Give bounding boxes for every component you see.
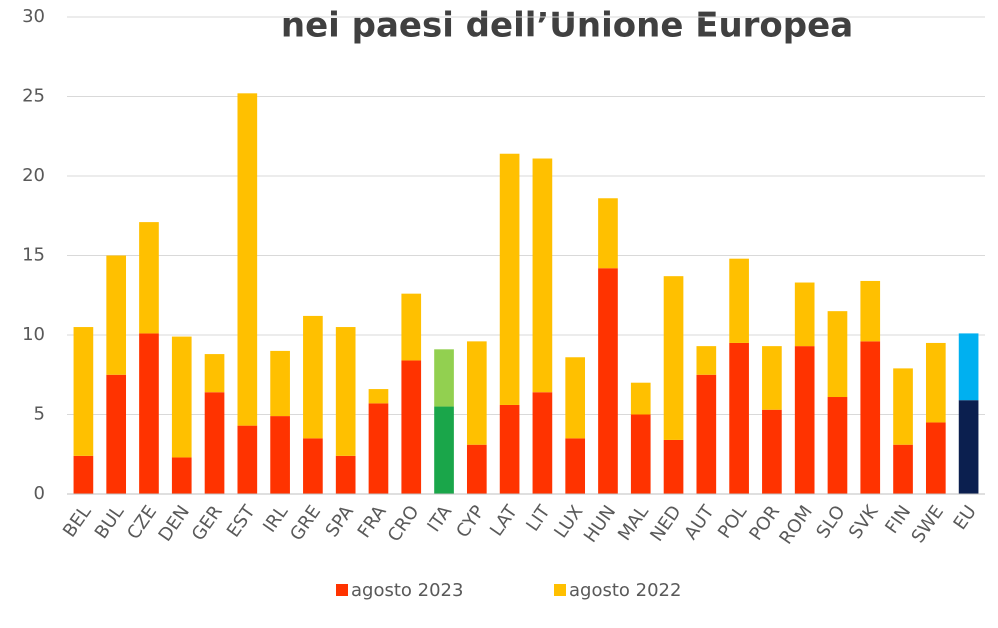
x-tick-label: SLO [812, 502, 849, 543]
bar-segment [663, 439, 684, 494]
bar-segment [696, 346, 717, 375]
bar-segment [958, 400, 979, 494]
bar-segment [106, 255, 127, 375]
x-tick-label: HUN [580, 502, 620, 547]
bar-segment [827, 311, 848, 398]
bar-segment [499, 153, 520, 405]
x-tick-label: POL [714, 502, 751, 543]
bar-segment [139, 222, 159, 334]
bar-segment [860, 280, 881, 342]
bar-segment [270, 350, 290, 417]
bar-segment [434, 406, 454, 494]
x-tick-label: SPA [321, 501, 358, 541]
bar-segment [630, 382, 651, 415]
bar-segment [827, 397, 848, 494]
bar-segment [729, 258, 749, 343]
y-tick-label: 10 [22, 324, 45, 345]
bar-segment [106, 374, 127, 494]
bar-segment [598, 198, 618, 269]
bar-segment [237, 93, 258, 426]
bar-segment [466, 444, 487, 494]
bar-segment [762, 409, 782, 494]
bar-segment [958, 333, 979, 401]
bar-segment [434, 349, 454, 407]
bar-segment [73, 455, 94, 494]
x-tick-label: SVK [845, 501, 883, 543]
x-tick-label: GER [188, 502, 227, 545]
x-tick-label: EST [223, 501, 260, 542]
bar-segment [368, 403, 389, 494]
bar-segment [925, 342, 946, 423]
y-tick-label: 25 [22, 86, 45, 107]
y-tick-label: 20 [22, 165, 45, 186]
x-tick-label: BEL [59, 502, 96, 542]
bar-segment [794, 346, 815, 494]
legend-label: agosto 2023 [351, 580, 463, 601]
bar-segment [466, 341, 487, 445]
bar-segment [860, 341, 881, 494]
bar-segment [401, 360, 422, 494]
bar-segment [925, 422, 946, 494]
bar-segment [630, 414, 651, 494]
x-tick-label: CRO [384, 502, 424, 546]
chart-title: nei paesi dell’Unione Europea [281, 6, 853, 46]
bar-segment [893, 444, 913, 494]
x-tick-label: GRE [286, 502, 325, 545]
bar-segment [171, 457, 192, 494]
bar-segment [237, 425, 258, 494]
x-tick-label: ITA [423, 501, 456, 536]
bar-segment [499, 404, 520, 494]
x-tick-label: SWE [908, 502, 948, 547]
bar-segment [139, 333, 159, 494]
x-tick-label: BUL [91, 502, 129, 543]
bar-segment [893, 368, 913, 445]
x-tick-label: EU [950, 502, 981, 534]
x-tick-label: MAL [614, 502, 653, 545]
y-tick-label: 5 [34, 404, 45, 425]
bar-segment [729, 342, 749, 494]
bar-segment [565, 357, 586, 439]
bar-segment [303, 315, 323, 439]
bar-segment [368, 389, 389, 404]
bar-segment [270, 416, 290, 494]
bar-segment [204, 392, 225, 494]
legend-swatch [554, 584, 566, 596]
x-tick-label: ROM [775, 502, 816, 549]
bar-segment [335, 455, 356, 494]
x-tick-label: NED [646, 502, 685, 546]
x-tick-label: CZE [123, 502, 161, 544]
y-tick-label: 15 [22, 245, 45, 266]
legend-swatch [336, 584, 348, 596]
bar-segment [171, 336, 192, 458]
x-tick-label: DEN [155, 502, 194, 546]
bar-segment [794, 282, 815, 347]
bar-segment [762, 346, 782, 410]
bar-segment [696, 374, 717, 494]
bar-segment [303, 438, 323, 494]
x-tick-label: CYP [452, 502, 489, 542]
bar-segment [73, 327, 94, 456]
bar-segment [204, 354, 225, 393]
bar-segment [335, 327, 356, 456]
y-tick-label: 0 [34, 483, 45, 504]
y-tick-label: 30 [22, 6, 45, 27]
bar-segment [532, 392, 553, 494]
bar-segment [663, 276, 684, 440]
x-tick-label: AUT [680, 501, 719, 544]
bar-segment [401, 293, 422, 361]
bar-segment [598, 268, 618, 494]
x-tick-label: LAT [486, 501, 522, 540]
bar-segment [565, 438, 586, 494]
legend-label: agosto 2022 [569, 580, 681, 601]
bar-segment [532, 158, 553, 393]
